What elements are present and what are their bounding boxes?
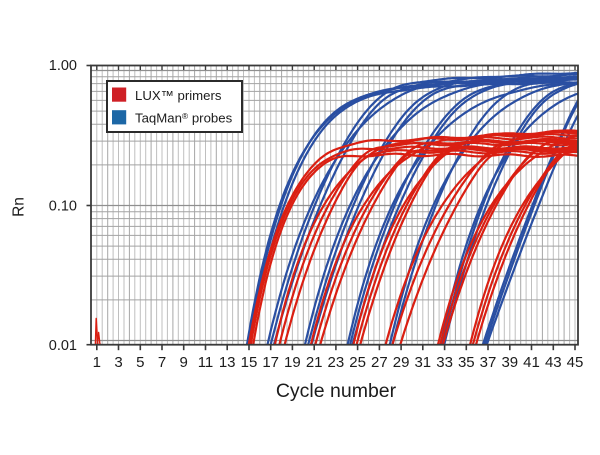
svg-text:3: 3 (114, 354, 122, 371)
svg-text:7: 7 (158, 354, 166, 371)
svg-text:45: 45 (567, 354, 584, 371)
svg-text:1.00: 1.00 (49, 58, 77, 74)
svg-text:29: 29 (393, 354, 410, 371)
svg-text:21: 21 (306, 354, 323, 371)
svg-text:5: 5 (136, 354, 144, 371)
svg-text:35: 35 (458, 354, 475, 371)
svg-text:23: 23 (328, 354, 345, 371)
svg-text:17: 17 (262, 354, 279, 371)
svg-text:39: 39 (501, 354, 518, 371)
svg-text:TaqMan® probes: TaqMan® probes (135, 111, 233, 126)
svg-text:13: 13 (219, 354, 236, 371)
svg-text:37: 37 (480, 354, 497, 371)
svg-text:1: 1 (93, 354, 101, 371)
svg-text:Cycle number: Cycle number (276, 380, 397, 402)
svg-text:31: 31 (414, 354, 431, 371)
svg-text:LUX™ primers: LUX™ primers (135, 88, 222, 103)
svg-text:41: 41 (523, 354, 540, 371)
svg-text:11: 11 (198, 354, 214, 371)
svg-text:27: 27 (371, 354, 388, 371)
svg-text:19: 19 (284, 354, 301, 371)
svg-text:33: 33 (436, 354, 453, 371)
svg-text:Rn: Rn (11, 197, 28, 217)
svg-text:15: 15 (241, 354, 258, 371)
svg-text:25: 25 (349, 354, 366, 371)
svg-text:0.10: 0.10 (49, 199, 77, 215)
svg-text:9: 9 (180, 354, 188, 371)
svg-text:43: 43 (545, 354, 562, 371)
svg-text:0.01: 0.01 (49, 338, 77, 354)
